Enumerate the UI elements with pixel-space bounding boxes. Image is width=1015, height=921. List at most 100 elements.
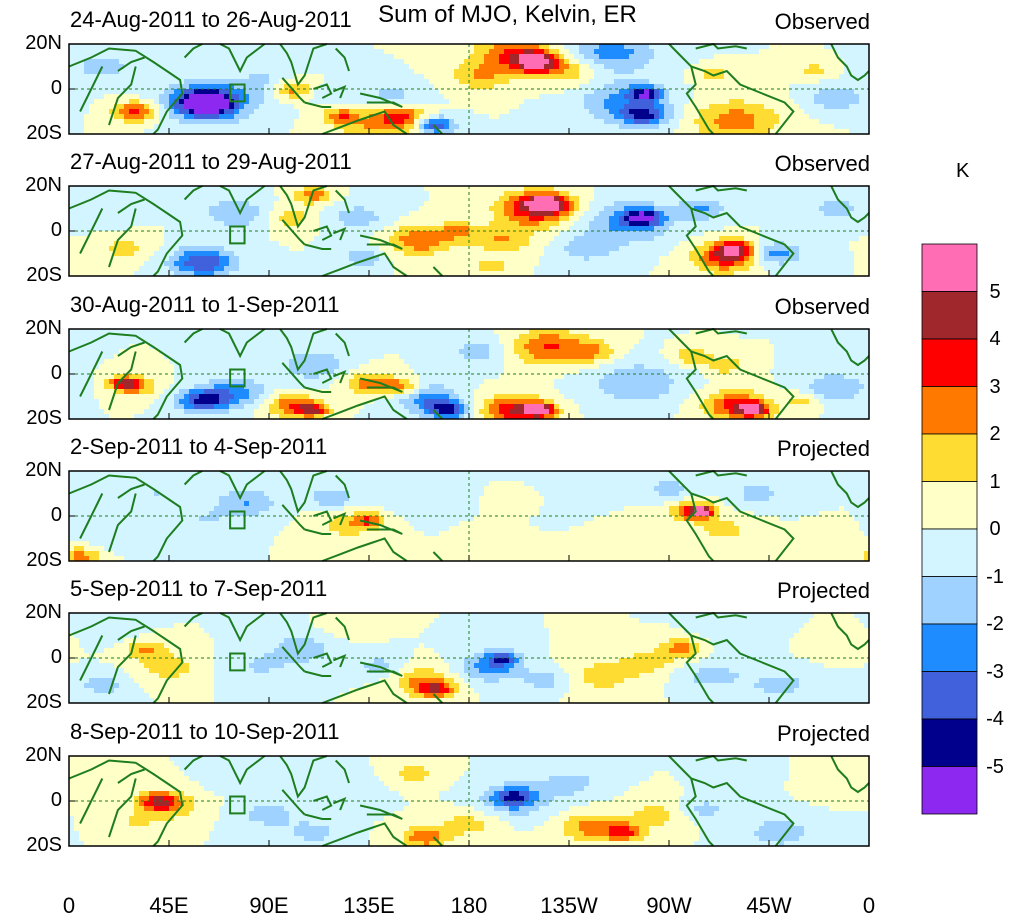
heatmap-cell [614, 241, 620, 247]
heatmap-cell [534, 69, 540, 75]
heatmap-cell [114, 221, 120, 227]
heatmap-cell [594, 211, 600, 217]
heatmap-cell [564, 124, 570, 130]
heatmap-cell [214, 94, 220, 100]
heatmap-cell [769, 99, 775, 105]
heatmap-cell [404, 84, 410, 90]
heatmap-cell [164, 221, 170, 227]
heatmap-cell [309, 109, 315, 115]
heatmap-cell [779, 206, 785, 212]
heatmap-cell [734, 124, 740, 130]
heatmap-cell [589, 231, 595, 237]
heatmap-cell [294, 191, 300, 197]
heatmap-cell [499, 186, 505, 192]
heatmap-cell [599, 236, 605, 242]
heatmap-cell [409, 114, 415, 120]
heatmap-cell [659, 124, 665, 130]
heatmap-cell [654, 84, 660, 90]
heatmap-cell [279, 211, 285, 217]
heatmap-cell [804, 196, 810, 202]
heatmap-cell [69, 74, 75, 80]
heatmap-cell [499, 59, 505, 65]
heatmap-cell [779, 191, 785, 197]
heatmap-cell [414, 64, 420, 70]
heatmap-cell [819, 201, 825, 207]
heatmap-cell [159, 231, 165, 237]
heatmap-cell [694, 231, 700, 237]
heatmap-cell [74, 74, 80, 80]
heatmap-cell [159, 79, 165, 85]
heatmap-cell [529, 104, 535, 110]
heatmap-cell [854, 191, 860, 197]
heatmap-cell [279, 84, 285, 90]
heatmap-cell [399, 216, 405, 222]
heatmap-cell [229, 59, 235, 65]
heatmap-cell [534, 104, 540, 110]
heatmap-cell [284, 206, 290, 212]
heatmap-cell [154, 124, 160, 130]
heatmap-cell [839, 124, 845, 130]
heatmap-cell [499, 241, 505, 247]
heatmap-cell [719, 191, 725, 197]
heatmap-cell [714, 241, 720, 247]
heatmap-cell [559, 74, 565, 80]
heatmap-cell [174, 211, 180, 217]
heatmap-cell [144, 84, 150, 90]
heatmap-cell [349, 94, 355, 100]
heatmap-cell [659, 186, 665, 192]
heatmap-cell [374, 104, 380, 110]
heatmap-cell [274, 79, 280, 85]
heatmap-cell [379, 221, 385, 227]
heatmap-cell [804, 119, 810, 125]
heatmap-cell [789, 49, 795, 55]
heatmap-cell [174, 231, 180, 237]
heatmap-cell [679, 221, 685, 227]
heatmap-cell [814, 84, 820, 90]
heatmap-cell [679, 186, 685, 192]
heatmap-cell [394, 69, 400, 75]
heatmap-cell [784, 114, 790, 120]
heatmap-cell [739, 124, 745, 130]
heatmap-cell [604, 216, 610, 222]
heatmap-cell [214, 124, 220, 130]
heatmap-cell [189, 246, 195, 252]
heatmap-cell [304, 44, 310, 50]
heatmap-cell [159, 124, 165, 130]
heatmap-cell [474, 64, 480, 70]
heatmap-cell [279, 89, 285, 95]
heatmap-cell [484, 191, 490, 197]
heatmap-cell [664, 246, 670, 252]
heatmap-cell [674, 94, 680, 100]
heatmap-cell [729, 104, 735, 110]
heatmap-cell [549, 196, 555, 202]
heatmap-cell [824, 89, 830, 95]
heatmap-cell [489, 246, 495, 252]
heatmap-cell [669, 99, 675, 105]
heatmap-cell [794, 226, 800, 232]
heatmap-cell [834, 206, 840, 212]
heatmap-cell [749, 74, 755, 80]
heatmap-cell [809, 216, 815, 222]
heatmap-cell [794, 69, 800, 75]
heatmap-cell [174, 246, 180, 252]
heatmap-cell [694, 186, 700, 192]
heatmap-cell [99, 104, 105, 110]
heatmap-cell [214, 231, 220, 237]
heatmap-cell [249, 69, 255, 75]
heatmap-cell [134, 124, 140, 130]
heatmap-cell [719, 201, 725, 207]
heatmap-cell [219, 124, 225, 130]
heatmap-cell [724, 236, 730, 242]
heatmap-cell [724, 226, 730, 232]
heatmap-cell [604, 64, 610, 70]
heatmap-cell [254, 74, 260, 80]
heatmap-cell [79, 241, 85, 247]
heatmap-cell [189, 236, 195, 242]
heatmap-cell [409, 231, 415, 237]
heatmap-cell [289, 241, 295, 247]
heatmap-cell [859, 206, 865, 212]
heatmap-cell [759, 226, 765, 232]
heatmap-cell [264, 59, 270, 65]
heatmap-cell [69, 196, 75, 202]
heatmap-cell [494, 94, 500, 100]
